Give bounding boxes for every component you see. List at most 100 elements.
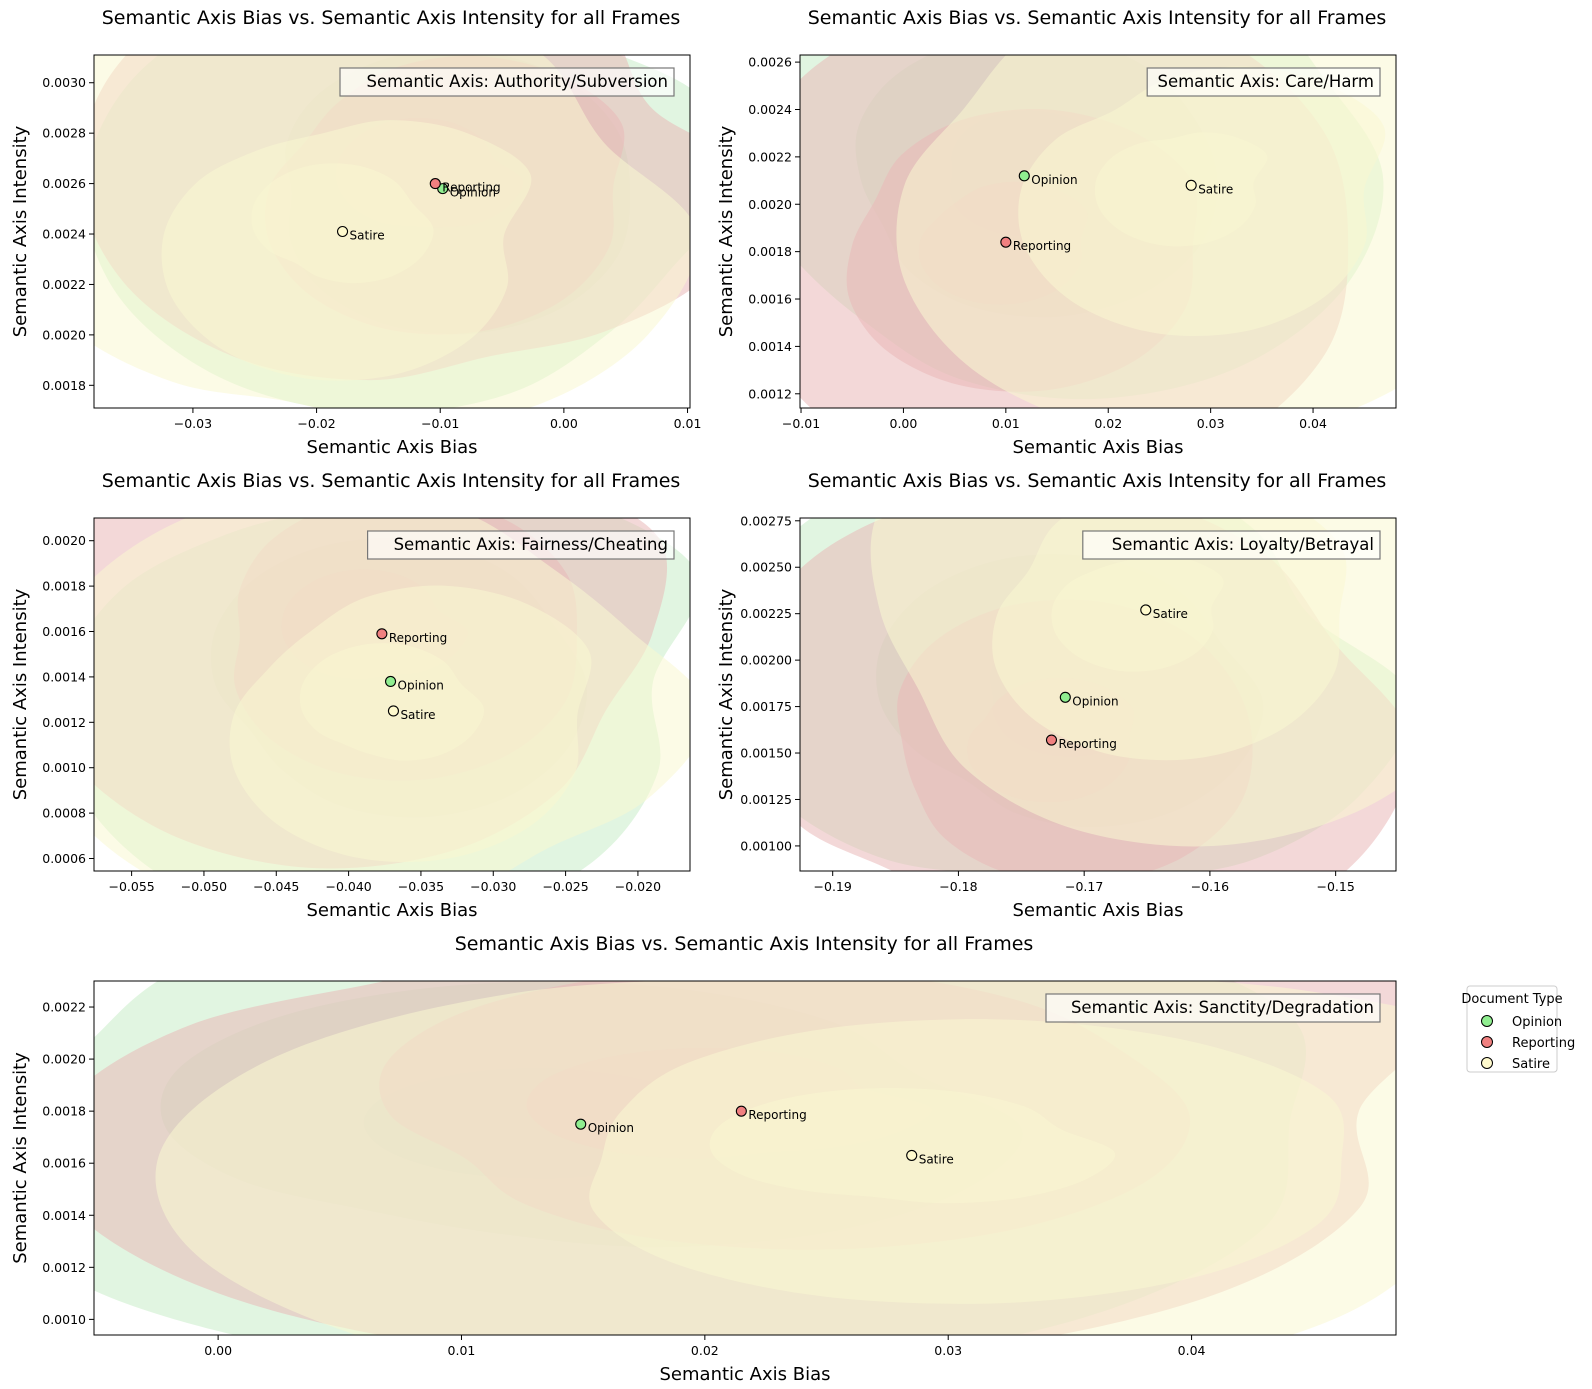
- point-satire: [336, 225, 349, 238]
- point-reporting: [429, 178, 441, 190]
- x-tick-label: 0.04: [1299, 416, 1327, 431]
- y-tick-label: 0.0012: [42, 715, 86, 730]
- x-tick-label: −0.035: [398, 879, 444, 894]
- x-tick-label: −0.040: [325, 879, 371, 894]
- x-tick-label: 0.03: [1197, 416, 1225, 431]
- y-tick-label: 0.0014: [42, 1208, 86, 1223]
- y-tick-label: 0.00250: [740, 560, 792, 575]
- density-contours: [94, 518, 690, 871]
- point-label-reporting: Reporting: [1013, 239, 1071, 253]
- annotation-box: [1146, 67, 1381, 97]
- chart-title: Semantic Axis Bias vs. Semantic Axis Int…: [808, 470, 1387, 492]
- y-tick-label: 0.00175: [740, 699, 792, 714]
- density-satire-inner: [251, 163, 434, 284]
- point-label-reporting: Reporting: [442, 181, 500, 195]
- y-tick-label: 0.0018: [42, 1104, 86, 1119]
- annotation-box: [1082, 530, 1381, 560]
- point-label-satire: Satire: [919, 1152, 954, 1166]
- density-contours: [800, 518, 1396, 871]
- x-tick-label: −0.050: [181, 879, 227, 894]
- x-tick-label: 0.02: [691, 1343, 719, 1358]
- density-satire-inner: [709, 1087, 1116, 1204]
- chart-panel-1: Semantic Axis Bias vs. Semantic Axis Int…: [10, 7, 702, 458]
- point-label-satire: Satire: [1153, 607, 1188, 621]
- x-tick-label: −0.01: [421, 416, 459, 431]
- semantic-axis-annotation: Semantic Axis: Fairness/Cheating: [394, 535, 668, 554]
- y-tick-label: 0.0016: [42, 624, 86, 639]
- axes-frame: [93, 980, 1397, 1336]
- point-satire: [387, 705, 399, 717]
- point-label-opinion: Opinion: [1072, 694, 1118, 708]
- y-axis-label: Semantic Axis Intensity: [10, 125, 31, 337]
- y-axis-label: Semantic Axis Intensity: [716, 588, 737, 800]
- annotation-box: [367, 530, 675, 560]
- point-label-reporting: Reporting: [1058, 737, 1116, 751]
- y-tick-label: 0.0026: [42, 176, 86, 191]
- legend: Document Type Opinion Reporting Satire: [1461, 985, 1575, 1073]
- legend-frame: [1466, 985, 1558, 1073]
- y-axis-label: Semantic Axis Intensity: [716, 125, 737, 337]
- annotation-box: [339, 67, 675, 97]
- density-contours: [94, 981, 1396, 1335]
- x-tick-label: −0.045: [253, 879, 299, 894]
- semantic-axis-annotation: Semantic Axis: Care/Harm: [1157, 72, 1374, 91]
- x-tick-label: 0.01: [674, 416, 702, 431]
- density-satire-inner: [299, 643, 485, 761]
- legend-marker-opinion: [1481, 1015, 1493, 1027]
- axes-frame: [799, 54, 1397, 409]
- x-tick-label: −0.02: [297, 416, 335, 431]
- y-tick-label: 0.00150: [740, 746, 792, 761]
- semantic-axis-annotation: Semantic Axis: Loyalty/Betrayal: [1112, 535, 1374, 554]
- point-satire: [1140, 604, 1152, 616]
- chart-title: Semantic Axis Bias vs. Semantic Axis Int…: [808, 7, 1387, 29]
- chart-title: Semantic Axis Bias vs. Semantic Axis Int…: [455, 933, 1034, 955]
- y-tick-label: 0.0024: [42, 227, 86, 242]
- y-tick-label: 0.0018: [42, 378, 86, 393]
- y-tick-label: 0.0022: [42, 277, 86, 292]
- point-label-opinion: Opinion: [398, 678, 444, 692]
- legend-marker-reporting: [1481, 1036, 1493, 1048]
- y-tick-label: 0.0010: [42, 1312, 86, 1327]
- semantic-axis-annotation: Semantic Axis: Authority/Subversion: [367, 72, 668, 91]
- x-axis-label: Semantic Axis Bias: [1013, 437, 1184, 458]
- y-tick-label: 0.0006: [42, 851, 86, 866]
- x-tick-label: −0.025: [542, 879, 588, 894]
- y-tick-label: 0.0028: [42, 126, 86, 141]
- y-tick-label: 0.0020: [748, 197, 792, 212]
- y-tick-label: 0.00225: [740, 606, 792, 621]
- y-tick-label: 0.0016: [748, 292, 792, 307]
- y-tick-label: 0.0014: [42, 669, 86, 684]
- x-tick-label: −0.030: [470, 879, 516, 894]
- y-tick-label: 0.0022: [748, 149, 792, 164]
- point-label-satire: Satire: [400, 708, 435, 722]
- chart-title: Semantic Axis Bias vs. Semantic Axis Int…: [102, 7, 681, 29]
- annotation-box: [1045, 993, 1381, 1023]
- chart-panel-5: Semantic Axis Bias vs. Semantic Axis Int…: [10, 933, 1397, 1385]
- x-tick-label: −0.19: [814, 879, 852, 894]
- y-axis-label: Semantic Axis Intensity: [10, 1052, 31, 1264]
- y-tick-label: 0.0020: [42, 1052, 86, 1067]
- x-tick-label: −0.18: [939, 879, 977, 894]
- point-opinion: [1018, 170, 1030, 182]
- chart-title: Semantic Axis Bias vs. Semantic Axis Int…: [102, 470, 681, 492]
- x-tick-label: 0.01: [992, 416, 1020, 431]
- y-tick-label: 0.0016: [42, 1156, 86, 1171]
- y-tick-label: 0.0018: [42, 579, 86, 594]
- point-reporting: [1045, 734, 1058, 746]
- x-tick-label: 0.00: [550, 416, 578, 431]
- x-axis-label: Semantic Axis Bias: [1013, 900, 1184, 921]
- chart-panel-2: Semantic Axis Bias vs. Semantic Axis Int…: [716, 7, 1397, 458]
- y-tick-label: 0.0026: [748, 55, 792, 70]
- x-tick-label: −0.01: [782, 416, 820, 431]
- legend-marker-satire: [1481, 1057, 1493, 1069]
- density-contours: [800, 55, 1396, 408]
- y-tick-label: 0.0020: [42, 327, 86, 342]
- y-tick-label: 0.0012: [748, 386, 792, 401]
- point-opinion: [575, 1118, 587, 1130]
- x-tick-label: 0.02: [1094, 416, 1122, 431]
- y-tick-label: 0.00200: [740, 653, 792, 668]
- point-label-opinion: Opinion: [1031, 173, 1077, 187]
- y-tick-label: 0.0018: [748, 244, 792, 259]
- x-tick-label: −0.17: [1065, 879, 1103, 894]
